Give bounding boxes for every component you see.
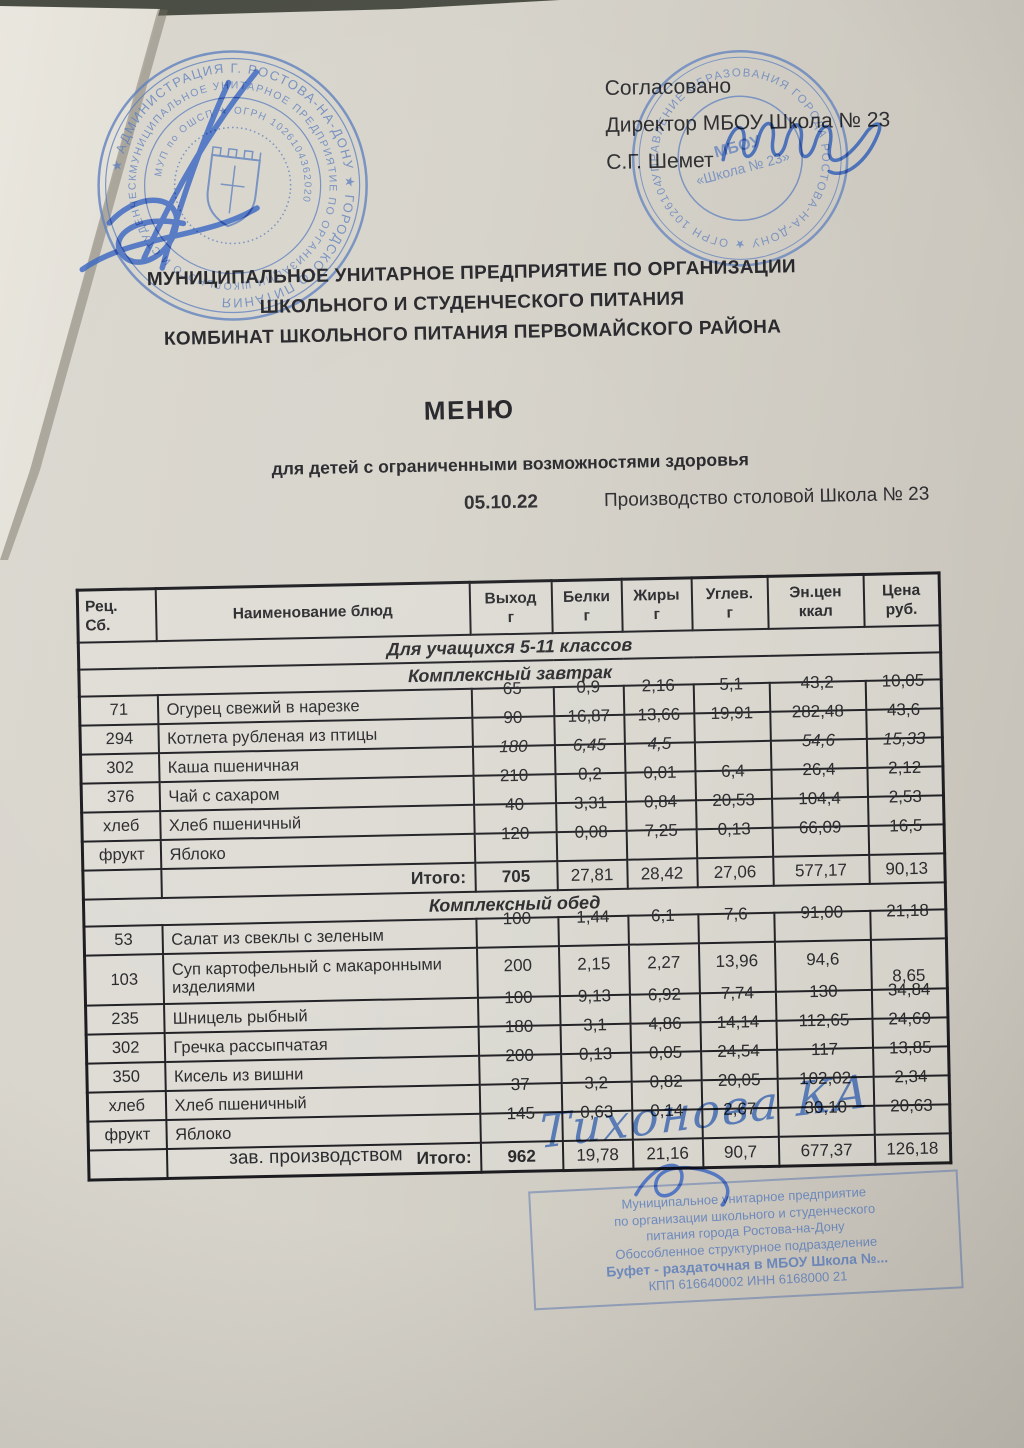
kcal-cell: 91,00 xyxy=(773,902,871,942)
enterprise-round-stamp: ★ АДМИНИСТРАЦИЯ Г. РОСТОВА-НА-ДОНУ ★ ГОР… xyxy=(77,30,372,325)
header-recipe-col: Рец. Сб. xyxy=(77,588,157,643)
recipe-code-cell: 376 xyxy=(81,782,160,813)
header-protein-col: Белки г xyxy=(551,579,623,634)
price-cell: 16,5 xyxy=(868,815,945,855)
recipe-code-cell: 71 xyxy=(79,695,158,726)
director-signature xyxy=(721,121,882,175)
menu-title: МЕНЮ xyxy=(423,393,515,426)
fat-cell: 6,1 xyxy=(627,905,699,945)
organization-header: МУНИЦИПАЛЬНОЕ УНИТАРНОЕ ПРЕДПРИЯТИЕ ПО О… xyxy=(71,251,873,357)
out-cell: 100 xyxy=(475,908,559,948)
signature-scribble xyxy=(634,1163,730,1207)
total-kcal-cell: 577,17 xyxy=(772,854,870,886)
price-cell: 21,18 xyxy=(869,900,947,940)
fat-cell: 7,25 xyxy=(626,820,697,860)
menu-date: 05.10.22 xyxy=(463,491,539,514)
protein-cell: 0,08 xyxy=(556,822,627,862)
out-cell: 120 xyxy=(474,823,557,863)
total-protein-cell: 27,81 xyxy=(556,859,628,891)
carb-cell: 0,13 xyxy=(696,819,773,859)
total-price-cell: 90,13 xyxy=(868,853,946,884)
buffet-rect-stamp: Муниципальное унитарное предприятие по о… xyxy=(528,1169,964,1311)
recipe-code-cell: хлеб xyxy=(81,811,161,842)
protein-cell: 1,44 xyxy=(557,907,629,947)
header-fat-col: Жиры г xyxy=(621,577,693,632)
empty-cell xyxy=(82,869,162,900)
recipe-code-cell: 294 xyxy=(79,724,159,755)
total-fat-cell: 28,42 xyxy=(626,858,698,889)
recipe-code-cell: хлеб xyxy=(87,1091,166,1122)
carb-cell: 7,6 xyxy=(697,904,775,944)
dish-name-cell: Суп картофельный с макаронными изделиями xyxy=(162,947,478,1005)
total-carb-cell: 27,06 xyxy=(696,856,774,888)
head-of-production-label: зав. производством xyxy=(228,1144,403,1169)
empty-cell xyxy=(88,1149,168,1181)
header-price-col: Цена руб. xyxy=(863,572,941,627)
price-cell: 20,63 xyxy=(873,1095,951,1135)
recipe-code-cell: фрукт xyxy=(87,1120,167,1151)
recipe-code-cell: 235 xyxy=(85,1004,165,1035)
recipe-code-cell: 302 xyxy=(80,753,160,784)
header-dish-col: Наименование блюд xyxy=(155,582,471,642)
total-out-cell: 705 xyxy=(474,861,558,892)
recipe-code-cell: 103 xyxy=(84,954,164,1006)
production-note: Производство столовой Школа № 23 xyxy=(603,483,930,512)
recipe-code-cell: 53 xyxy=(83,925,163,956)
left-overlapping-signature xyxy=(79,69,260,273)
header-carb-col: Углев. г xyxy=(691,576,769,631)
kcal-cell: 66,09 xyxy=(772,817,869,857)
header-output-col: Выход г xyxy=(469,580,553,635)
header-energy-col: Эн.цен ккал xyxy=(767,574,865,629)
recipe-code-cell: фрукт xyxy=(82,840,161,871)
menu-audience-subtitle: для детей с ограниченными возможностями … xyxy=(271,449,750,479)
recipe-code-cell: 350 xyxy=(86,1062,166,1093)
coat-of-arms-icon xyxy=(206,146,262,228)
total-kcal-cell: 677,37 xyxy=(778,1134,875,1167)
recipe-code-cell: 302 xyxy=(86,1033,165,1064)
total-price-cell: 126,18 xyxy=(874,1133,951,1165)
carb-cell: 19,91 xyxy=(693,703,771,743)
